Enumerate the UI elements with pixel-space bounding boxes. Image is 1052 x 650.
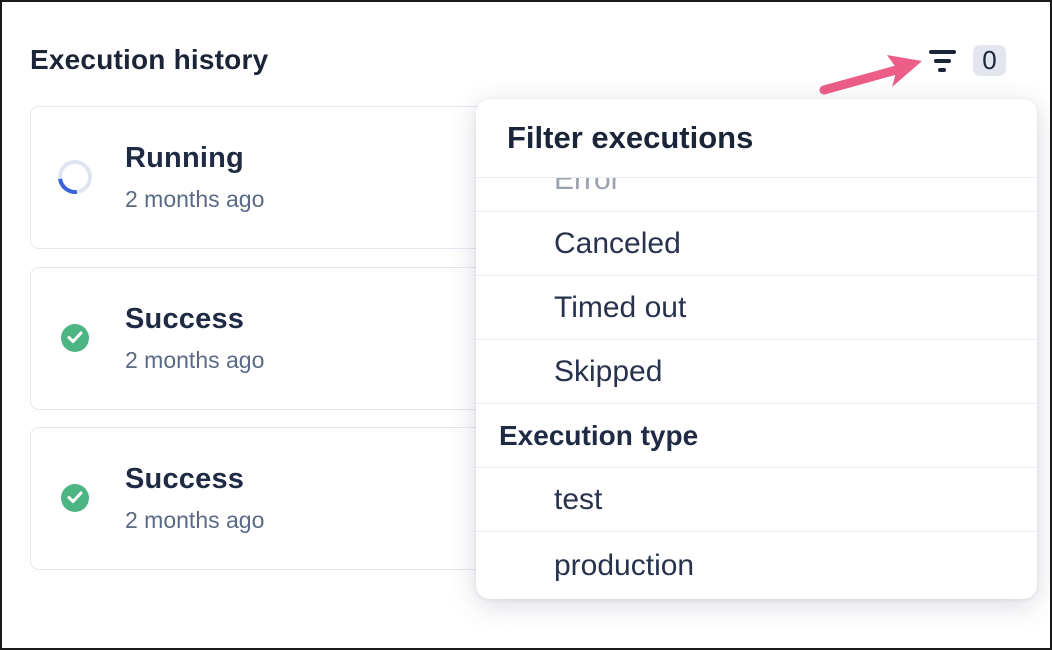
funnel-icon (928, 50, 956, 54)
success-check-icon (61, 483, 89, 512)
filter-option-timed-out[interactable]: Timed out (476, 276, 1037, 340)
execution-time: 2 months ago (125, 186, 265, 212)
execution-status: Success (125, 463, 245, 495)
execution-type-section-label: Execution type (476, 404, 1037, 468)
filter-count-value: 0 (982, 45, 997, 75)
execution-time: 2 months ago (125, 507, 265, 533)
running-spinner-icon (58, 159, 92, 194)
filter-menu-title: Filter executions (476, 99, 1037, 178)
execution-status: Success (125, 303, 245, 335)
page-title: Execution history (30, 44, 269, 75)
filter-executions-menu: Filter executions Error Canceled Timed o… (476, 99, 1037, 599)
filter-executions-button[interactable] (922, 46, 962, 76)
filter-option-error[interactable]: Error (476, 178, 1037, 212)
filter-option-production[interactable]: production (476, 532, 1037, 599)
annotation-arrow-icon (819, 55, 922, 95)
success-check-icon (61, 323, 89, 352)
filter-menu-scroll-area[interactable]: Error Canceled Timed out Skipped Executi… (476, 178, 1037, 599)
filter-count-badge[interactable]: 0 (973, 45, 1006, 76)
filter-option-test[interactable]: test (476, 468, 1037, 532)
execution-time: 2 months ago (125, 347, 265, 373)
execution-status: Running (125, 142, 244, 174)
filter-option-canceled[interactable]: Canceled (476, 212, 1037, 276)
filter-option-skipped[interactable]: Skipped (476, 340, 1037, 404)
